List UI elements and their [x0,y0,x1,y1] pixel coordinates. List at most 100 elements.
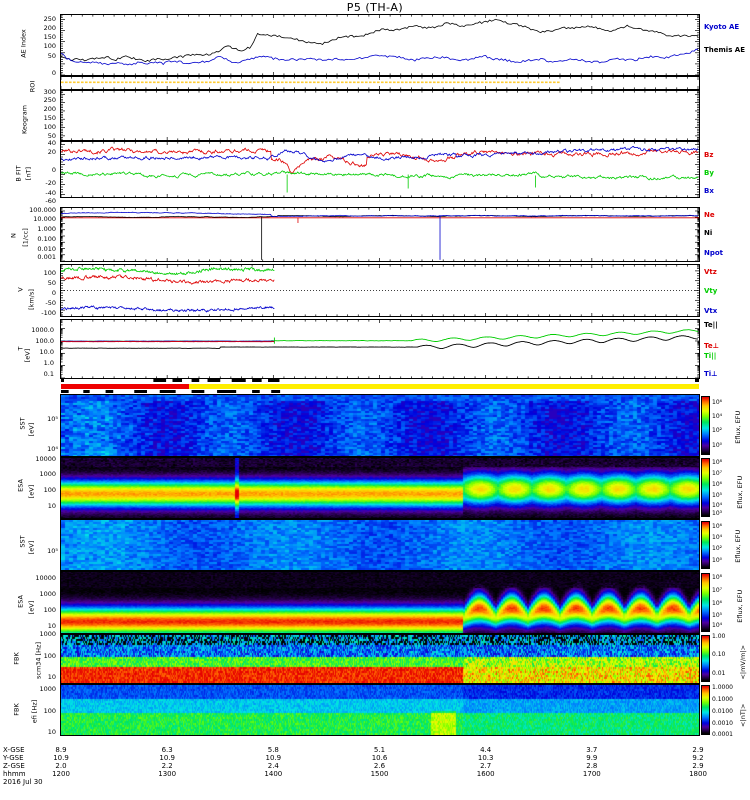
xaxis-tick-value: 9.2 [692,754,704,762]
cbtick-sst-ion: 10⁶ [712,523,723,530]
legend-ne: Ne [704,211,715,219]
legend-vtz: Vtz [704,268,717,276]
cbtick-esa-electron: 10⁸ [712,459,723,466]
xaxis-label-y-gse: Y-GSE [3,754,24,762]
ytick-esa-ion: 1000 [39,590,56,598]
xaxis-label-hhmm: hhmm [3,770,26,778]
colorbar-esa-electron [701,458,710,517]
xaxis-tick-value: 2.6 [373,762,386,770]
xaxis-tick-value: 2.4 [267,762,279,770]
cbtick-esa-electron: 10⁶ [712,481,723,488]
xaxis-tick-value: 10.9 [265,754,282,762]
cbtick-sst-ion: 10⁰ [712,557,723,564]
ytick-fbk-scm: 10 [47,673,56,681]
colorbar-fbk-efi [701,685,710,735]
cbtick-esa-electron: 10⁷ [712,470,723,477]
ytick-fbk-efi: 1000 [39,685,56,693]
ytick-temperature: 100.0 [35,337,54,345]
ytick-ae: 200 [43,24,56,32]
ytick-ae: 0 [51,69,56,77]
xaxis-tick-value: 1700 [582,770,601,778]
cbtick-sst-ion: 10⁴ [712,534,723,541]
xaxis-tick-value: 10.9 [159,754,175,762]
ytick-sst-ion: 10⁵ [47,547,58,555]
ytick-ae: 250 [43,15,56,23]
xaxis-tick-value: 2.8 [586,762,598,770]
mode-bar-markers [61,379,699,383]
xaxis-tick-value: 1200 [52,770,70,778]
xaxis-tick-value: 6.3 [161,746,173,754]
ytick-velocity: 50 [47,279,56,287]
ytick-bfit: 40 [47,139,56,147]
mode-bar-markers2 [61,390,699,394]
xaxis-tick-value: 5.8 [267,746,279,754]
xaxis-tick-value: 4.4 [480,746,492,754]
xaxis-tick-value: 5.1 [373,746,386,754]
xaxis-tick-value: 1300 [158,770,177,778]
ytick-esa-ion: 10 [47,622,56,630]
panel-sst-ion [60,519,700,571]
legend-npot: Npot [704,249,724,257]
ytick-keogram: 300 [43,88,56,96]
xaxis-label-x-gse: X-GSE [3,746,25,754]
ytick-fbk-efi: 100 [43,707,56,715]
cbtick-esa-electron: 10³ [712,510,723,517]
ytick-esa-electron: 10000 [35,455,56,463]
ytick-bfit: 20 [47,148,56,156]
ytick-density: 10.000 [33,215,56,223]
cbtick-sst-ion: 10² [712,545,723,552]
ytick-keogram: 250 [43,96,56,104]
legend-te-par: Te|| [704,321,718,329]
cbtick-esa-ion: 10⁴ [712,622,723,629]
cbtick-fbk-scm: 1.00 [712,633,726,640]
colorbar-fbk-scm [701,635,710,682]
xaxis-tick-value: 2.2 [161,762,173,770]
cbtick-fbk-scm: 0.10 [712,651,726,658]
page-title: P5 (TH-A) [346,1,404,14]
cblabel-esa-ion: Eflux, EFU [735,589,744,623]
xaxis-tick-value: 9.9 [586,754,598,762]
cbtick-fbk-efi: 0.0001 [712,731,733,738]
cbtick-esa-ion: 10⁷ [712,587,723,594]
panel-ae [60,14,700,76]
ytick-esa-electron: 1000 [39,470,56,478]
panel-esa-ion [60,571,700,634]
ytick-velocity: 0 [51,289,56,297]
legend-vty: Vty [704,287,718,295]
mode-bar-red [61,384,189,389]
legend-bx: Bx [704,187,714,195]
xaxis-label-z-gse: Z-GSE [3,762,25,770]
ytick-esa-ion: 10000 [35,574,56,582]
ytick-sst-electron: 10⁵ [47,415,58,423]
xaxis-tick-value: 2.0 [55,762,67,770]
cbtick-fbk-efi: 1.0000 [712,684,733,691]
xaxis-tick-value: 8.9 [55,746,67,754]
cbtick-esa-ion: 10⁶ [712,600,723,607]
panel-sst-electron-ylabel: SST [18,417,27,430]
panel-density [60,207,700,262]
legend-ti-perp: Ti⊥ [704,370,718,378]
xaxis-tick-value: 2.7 [480,762,492,770]
ytick-temperature: 1000.0 [31,326,54,334]
cblabel-fbk-scm: <|mV/m|> [738,644,747,680]
cbtick-esa-electron: 10⁴ [712,502,723,509]
panel-sst-electron [60,394,700,457]
colorbar-sst-electron [701,396,710,455]
ytick-keogram: 100 [43,123,56,131]
ytick-density: 0.100 [37,235,56,243]
legend-te-perp: Te⊥ [704,342,719,350]
cbtick-fbk-efi: 0.1000 [712,696,733,703]
panel-bfit-ylabel-units: [nT] [24,166,33,181]
xaxis-tick-value: 3.7 [586,746,598,754]
panel-fbk-efi [60,684,700,736]
ytick-temperature: 1.0 [43,359,54,367]
legend-vtx: Vtx [704,307,718,315]
ytick-fbk-efi: 10 [47,728,56,736]
xaxis-tick-value: 1400 [264,770,283,778]
panel-esa-electron [60,457,700,519]
cbtick-esa-electron: 10⁵ [712,492,723,499]
ytick-keogram: 200 [43,105,56,113]
legend-kyoto-ae: Kyoto AE [704,23,740,31]
ytick-esa-electron: 10 [47,502,56,510]
